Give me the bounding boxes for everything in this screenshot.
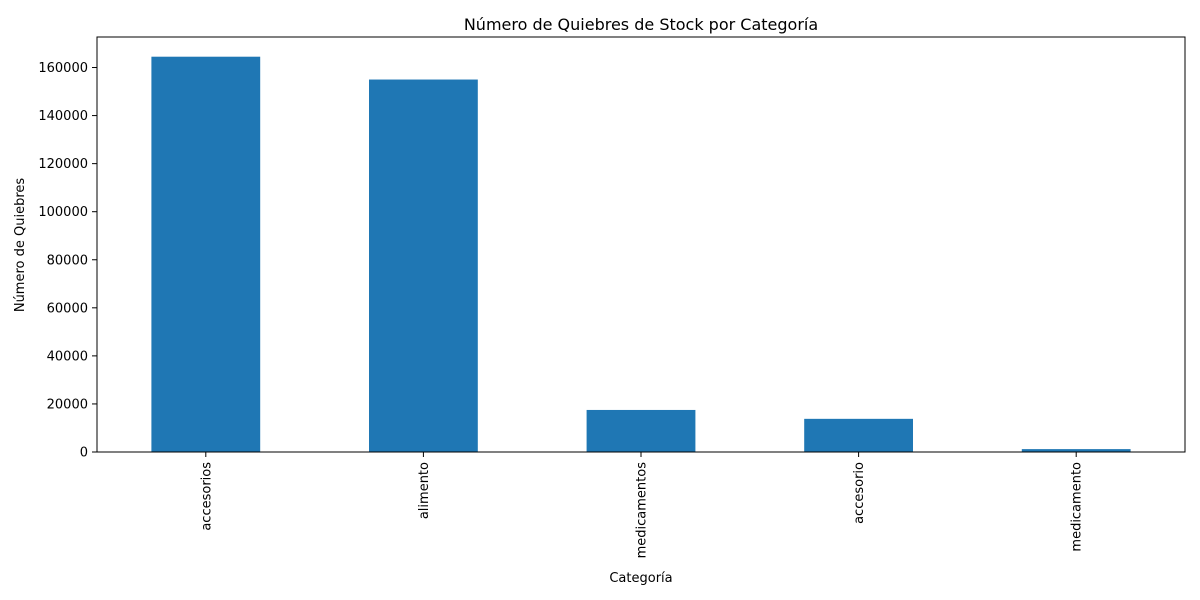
y-tick-label: 0	[80, 446, 88, 461]
x-axis-title: Categoría	[609, 571, 672, 586]
bar-accesorios	[151, 56, 261, 453]
x-tick-label: accesorio	[852, 462, 867, 524]
x-tick-label: medicamentos	[635, 462, 650, 559]
plot-frame	[96, 36, 1186, 453]
x-tick-label: alimento	[417, 462, 432, 519]
y-tick-label: 120000	[38, 157, 88, 172]
bar-medicamento	[1021, 449, 1131, 452]
y-tick-label: 80000	[47, 253, 88, 268]
y-axis-ticks: 0 20000 40000 60000 80000 100000 120000 140000 1…	[38, 61, 97, 461]
y-axis-title: Número de Quiebres	[13, 178, 28, 313]
y-tick-label: 160000	[38, 61, 88, 76]
y-tick-label: 40000	[47, 349, 88, 364]
bars-group	[151, 56, 1131, 453]
y-tick-label: 140000	[38, 109, 88, 124]
y-tick-label: 60000	[47, 301, 88, 316]
x-tick-label: medicamento	[1070, 462, 1085, 552]
chart-title: Número de Quiebres de Stock por Categorí…	[464, 15, 818, 34]
bar-accesorio	[804, 418, 913, 452]
y-tick-label: 20000	[47, 397, 88, 412]
bar-medicamentos	[586, 409, 696, 452]
x-tick-label: accesorios	[199, 462, 214, 531]
bar-alimento	[369, 79, 478, 452]
y-tick-label: 100000	[38, 205, 88, 220]
x-axis-ticks: accesorios alimento medicamentos accesorio m…	[199, 452, 1085, 559]
